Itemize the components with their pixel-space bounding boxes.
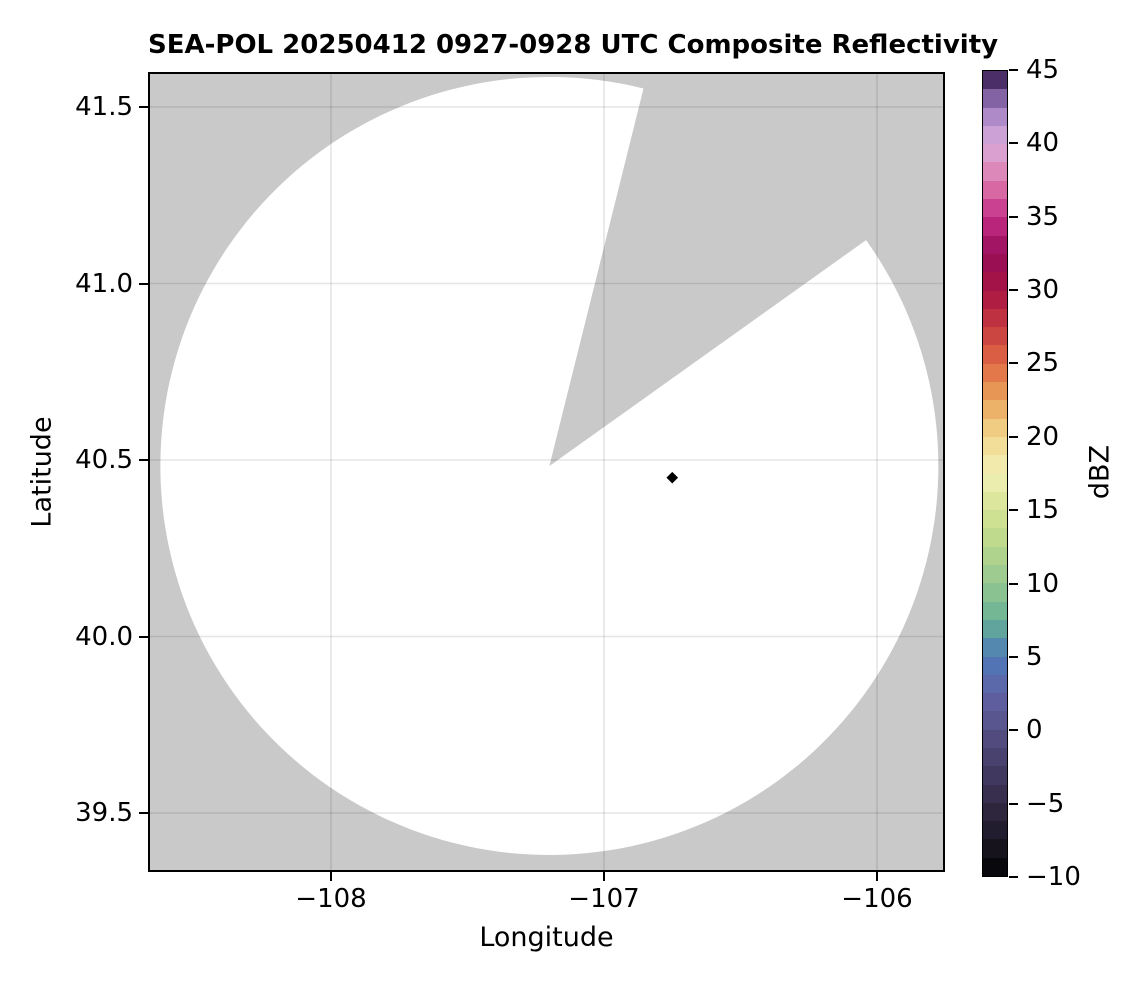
colorbar-band (983, 162, 1007, 181)
y-tick-label: 41.5 (75, 92, 133, 122)
colorbar-band (983, 217, 1007, 236)
colorbar-tick-mark (1009, 215, 1018, 218)
colorbar-band (983, 693, 1007, 712)
y-tick-label: 39.5 (75, 798, 133, 828)
colorbar-band (983, 363, 1007, 383)
plot-area (148, 72, 945, 872)
x-axis-label: Longitude (479, 922, 614, 953)
colorbar-band (983, 857, 1007, 877)
colorbar-band (983, 290, 1007, 309)
colorbar-band (983, 528, 1007, 547)
colorbar-tick-mark (1009, 876, 1018, 878)
radar-coverage-area (160, 76, 939, 855)
colorbar-tick-mark (1009, 362, 1018, 365)
colorbar-band (983, 180, 1007, 200)
colorbar-tick-label: 5 (1026, 641, 1043, 672)
colorbar-band (983, 308, 1007, 328)
y-tick-label: 40.0 (75, 621, 133, 652)
colorbar-tick-label: 10 (1026, 568, 1060, 599)
colorbar-tick-mark (1009, 289, 1018, 292)
x-tick-mark (876, 872, 878, 881)
colorbar-band (983, 784, 1007, 803)
colorbar-tick-label: 30 (1026, 275, 1060, 306)
colorbar-band (983, 656, 1007, 675)
colorbar-tick-mark (1009, 69, 1018, 71)
reflectivity-echo-marker (666, 471, 679, 484)
colorbar-tick-label: −5 (1026, 788, 1065, 819)
colorbar-band (983, 327, 1007, 346)
colorbar-band (983, 272, 1007, 291)
colorbar-tick-mark (1009, 582, 1018, 585)
colorbar-band (983, 71, 1007, 90)
colorbar-band (983, 455, 1007, 474)
colorbar-band (983, 144, 1007, 163)
colorbar-band (983, 125, 1007, 145)
colorbar-tick-mark (1009, 142, 1018, 145)
colorbar-tick-label: 0 (1026, 715, 1043, 746)
x-tick-mark (330, 872, 332, 881)
colorbar-tick-label: 45 (1026, 55, 1060, 85)
axes-spine (148, 72, 945, 872)
y-tick-mark (139, 459, 148, 461)
colorbar-band (983, 491, 1007, 511)
colorbar-band (983, 400, 1007, 419)
x-tick-label: −107 (568, 884, 640, 914)
colorbar-tick-label: 20 (1026, 421, 1060, 452)
colorbar-band (983, 565, 1007, 584)
colorbar-band (983, 473, 1007, 492)
y-tick-label: 40.5 (75, 445, 133, 475)
colorbar-band (983, 382, 1007, 401)
colorbar-tick-mark (1009, 729, 1018, 732)
colorbar-tick-label: 40 (1026, 128, 1060, 159)
colorbar-band (983, 802, 1007, 822)
y-tick-mark (139, 812, 148, 814)
colorbar-tick-mark (1009, 655, 1018, 658)
radar-ppi-canvas (148, 72, 945, 872)
colorbar-tick-label: 15 (1026, 495, 1060, 526)
y-axis-label: Latitude (26, 416, 58, 528)
colorbar-band (983, 583, 1007, 602)
colorbar-band (983, 253, 1007, 273)
x-tick-label: −106 (841, 884, 913, 914)
y-tick-mark (139, 106, 148, 108)
colorbar-band (983, 418, 1007, 437)
colorbar-tick-label: 35 (1026, 201, 1060, 232)
colorbar-band (983, 89, 1007, 108)
colorbar-band (983, 601, 1007, 620)
colorbar-band (983, 747, 1007, 767)
colorbar-band (983, 546, 1007, 566)
colorbar-tick-mark (1009, 509, 1018, 512)
colorbar-tick-label: 25 (1026, 348, 1060, 379)
colorbar (982, 70, 1008, 877)
gridlines (148, 72, 945, 872)
colorbar-band (983, 345, 1007, 364)
colorbar-tick-mark (1009, 802, 1018, 805)
colorbar-band (983, 107, 1007, 126)
plot-title: SEA-POL 20250412 0927-0928 UTC Composite… (148, 30, 999, 60)
x-tick-label: −108 (295, 884, 367, 914)
y-tick-label: 41.0 (75, 268, 133, 299)
colorbar-band (983, 821, 1007, 840)
colorbar-label: dBZ (1084, 444, 1116, 500)
colorbar-band (983, 235, 1007, 254)
colorbar-band (983, 199, 1007, 218)
x-tick-mark (603, 872, 605, 881)
colorbar-band (983, 729, 1007, 748)
y-tick-mark (139, 282, 148, 285)
colorbar-tick-mark (1009, 435, 1018, 438)
colorbar-band (983, 766, 1007, 785)
y-tick-mark (139, 635, 148, 638)
colorbar-tick-label: −10 (1026, 862, 1081, 892)
colorbar-bands (983, 71, 1007, 877)
colorbar-band (983, 619, 1007, 639)
colorbar-band (983, 711, 1007, 730)
colorbar-band (983, 510, 1007, 529)
colorbar-band (983, 436, 1007, 456)
colorbar-band (983, 638, 1007, 657)
colorbar-band (983, 839, 1007, 858)
colorbar-band (983, 674, 1007, 694)
